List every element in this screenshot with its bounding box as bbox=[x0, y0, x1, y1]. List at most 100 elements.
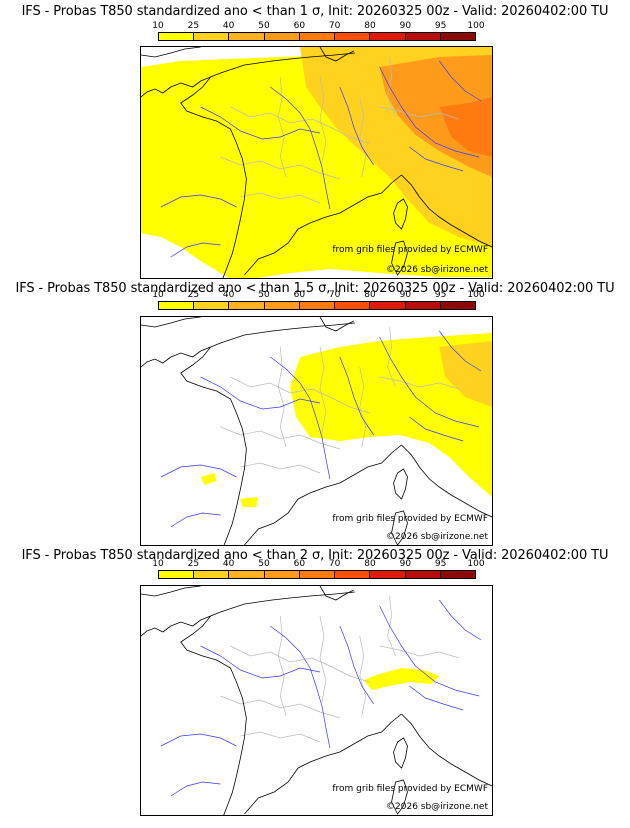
copyright-credit: ©2026 sb@irizone.net bbox=[386, 532, 488, 542]
legend-tick-labels: 10 25 40 50 60 70 80 90 95 100 bbox=[152, 290, 484, 301]
legend-tick-label: 25 bbox=[187, 559, 200, 569]
probability-area bbox=[363, 668, 440, 690]
panel-3-legend: 10 25 40 50 60 70 80 90 95 100 bbox=[152, 559, 485, 582]
probability-area bbox=[439, 341, 492, 407]
legend-color-box bbox=[299, 302, 336, 309]
coastline-north bbox=[141, 586, 354, 601]
legend-tick-label: 40 bbox=[222, 290, 235, 300]
legend-tick-label: 40 bbox=[222, 559, 235, 569]
rivers bbox=[160, 60, 482, 258]
panel-3-title: IFS - Probas T850 standardized ano < tha… bbox=[21, 548, 609, 563]
panel-3-map: from grib files provided by ECMWF ©2026 … bbox=[140, 585, 493, 816]
legend-color-box bbox=[370, 33, 406, 40]
legend-tick-label: 10 bbox=[152, 559, 164, 569]
legend-color-box bbox=[440, 33, 475, 40]
rivers bbox=[160, 599, 482, 797]
legend-color-box bbox=[440, 302, 475, 309]
coastline-mediterranean bbox=[244, 444, 492, 545]
legend-tick-label: 10 bbox=[152, 21, 164, 31]
probability-area bbox=[200, 473, 259, 507]
legend-color-box bbox=[335, 571, 371, 578]
coastline-atlantic bbox=[141, 591, 355, 815]
map-svg bbox=[141, 586, 492, 815]
legend-color-box bbox=[405, 33, 441, 40]
legend-tick-label: 40 bbox=[222, 21, 235, 31]
legend-tick-label: 60 bbox=[293, 290, 306, 300]
legend-tick-labels: 10 25 40 50 60 70 80 90 95 100 bbox=[152, 21, 484, 32]
legend-color-box bbox=[264, 571, 300, 578]
legend-tick-label: 70 bbox=[328, 559, 341, 569]
panel-1-map: from grib files provided by ECMWF ©2026 … bbox=[140, 46, 493, 279]
admin-borders bbox=[220, 595, 460, 743]
probability-area bbox=[290, 333, 492, 497]
coastline-corsica bbox=[393, 468, 408, 500]
legend-colorbar bbox=[158, 32, 476, 41]
legend-color-box bbox=[299, 33, 336, 40]
legend-color-box bbox=[335, 302, 371, 309]
panel-1-title: IFS - Probas T850 standardized ano < tha… bbox=[21, 4, 609, 19]
coastline-mediterranean bbox=[244, 174, 492, 276]
legend-tick-label: 70 bbox=[328, 290, 341, 300]
legend-color-box bbox=[264, 302, 300, 309]
legend-color-box bbox=[299, 571, 336, 578]
legend-tick-label: 95 bbox=[434, 559, 447, 569]
legend-color-box bbox=[229, 571, 265, 578]
legend-tick-label: 50 bbox=[258, 290, 270, 300]
copyright-credit: ©2026 sb@irizone.net bbox=[386, 265, 488, 275]
legend-tick-label: 90 bbox=[399, 559, 412, 569]
legend-tick-label: 80 bbox=[364, 21, 376, 31]
legend-color-box bbox=[159, 33, 195, 40]
coastline-atlantic bbox=[141, 322, 355, 545]
legend-tick-label: 25 bbox=[187, 290, 200, 300]
source-credit: from grib files provided by ECMWF bbox=[332, 784, 488, 794]
legend-tick-label: 95 bbox=[434, 21, 447, 31]
legend-tick-label: 100 bbox=[467, 290, 485, 300]
legend-color-box bbox=[440, 571, 475, 578]
legend-color-box bbox=[370, 571, 406, 578]
admin-borders bbox=[220, 326, 460, 474]
legend-color-box bbox=[194, 571, 230, 578]
legend-color-box bbox=[194, 33, 230, 40]
coastline-atlantic bbox=[141, 52, 355, 278]
legend-color-box bbox=[335, 33, 371, 40]
legend-tick-label: 10 bbox=[152, 290, 164, 300]
legend-color-box bbox=[229, 33, 265, 40]
panel-1-legend: 10 25 40 50 60 70 80 90 95 100 bbox=[152, 21, 485, 44]
map-svg bbox=[141, 47, 492, 278]
legend-color-box bbox=[194, 302, 230, 309]
legend-tick-labels: 10 25 40 50 60 70 80 90 95 100 bbox=[152, 559, 484, 570]
panel-2-title: IFS - Probas T850 standardized ano < tha… bbox=[15, 281, 615, 296]
source-credit: from grib files provided by ECMWF bbox=[332, 514, 488, 524]
legend-tick-label: 90 bbox=[399, 290, 412, 300]
map-svg bbox=[141, 317, 492, 545]
legend-tick-label: 100 bbox=[467, 21, 485, 31]
panel-2-legend: 10 25 40 50 60 70 80 90 95 100 bbox=[152, 290, 485, 313]
panel-2-map: from grib files provided by ECMWF ©2026 … bbox=[140, 316, 493, 546]
probability-area bbox=[439, 97, 492, 157]
coastline-corsica bbox=[393, 737, 408, 769]
source-credit: from grib files provided by ECMWF bbox=[332, 245, 488, 255]
legend-tick-label: 60 bbox=[293, 559, 306, 569]
legend-tick-label: 50 bbox=[258, 559, 270, 569]
copyright-credit: ©2026 sb@irizone.net bbox=[386, 802, 488, 812]
legend-tick-label: 50 bbox=[258, 21, 270, 31]
legend-tick-label: 25 bbox=[187, 21, 200, 31]
legend-color-box bbox=[405, 302, 441, 309]
legend-color-box bbox=[229, 302, 265, 309]
legend-tick-label: 95 bbox=[434, 290, 447, 300]
legend-color-box bbox=[264, 33, 300, 40]
rivers bbox=[160, 330, 482, 528]
coastline-sardinia bbox=[391, 779, 408, 815]
legend-color-box bbox=[405, 571, 441, 578]
legend-colorbar bbox=[158, 570, 476, 579]
coastline-corsica bbox=[393, 198, 408, 230]
coastline-north bbox=[141, 47, 354, 62]
legend-color-box bbox=[370, 302, 406, 309]
legend-tick-label: 100 bbox=[467, 559, 485, 569]
coastline-sardinia bbox=[391, 510, 408, 545]
legend-color-box bbox=[159, 571, 195, 578]
legend-tick-label: 80 bbox=[364, 290, 376, 300]
coastline-north bbox=[141, 317, 354, 332]
coastline-mediterranean bbox=[244, 713, 492, 815]
admin-borders bbox=[220, 56, 460, 204]
